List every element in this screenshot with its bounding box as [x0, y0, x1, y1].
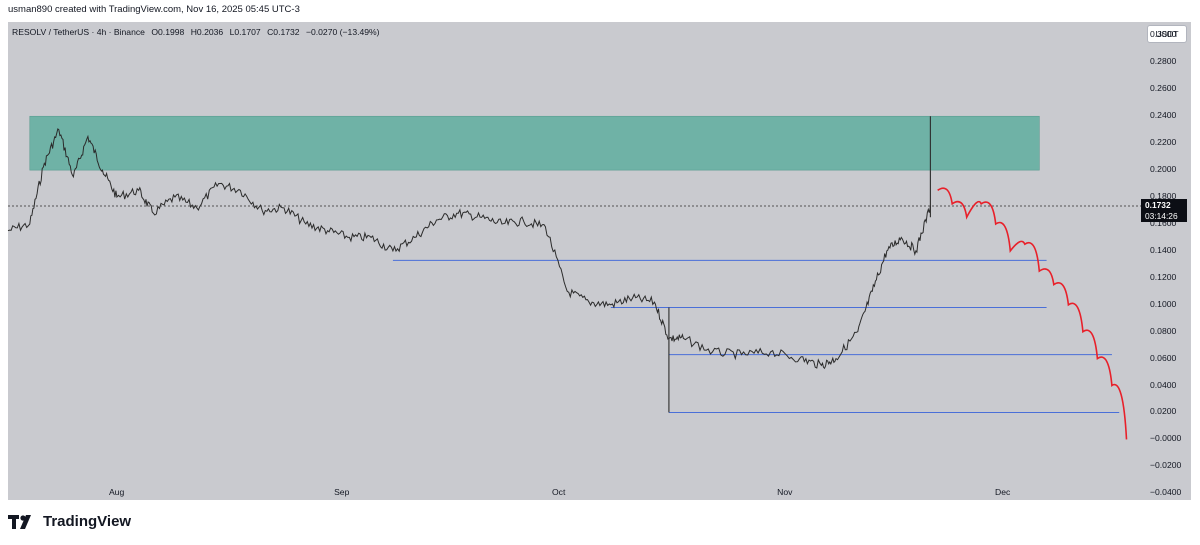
- support-levels-layer: [392, 259, 1120, 413]
- time-tick-3: Nov: [777, 487, 793, 497]
- price-tick-17: −0.0400: [1150, 487, 1182, 498]
- price-tick-1: 0.2800: [1150, 56, 1177, 67]
- price-tick-13: 0.0400: [1150, 379, 1177, 390]
- price-tick-9: 0.1200: [1150, 271, 1177, 282]
- supply-zone-layer: [29, 115, 1040, 171]
- last-price-label: 0.1732 03:14:26: [1141, 199, 1187, 222]
- symbol-label[interactable]: RESOLV / TetherUS · 4h · Binance: [12, 27, 145, 37]
- price-tick-2: 0.2600: [1150, 83, 1177, 94]
- last-price-value: 0.1732: [1145, 200, 1171, 210]
- open-value: O0.1998: [151, 27, 185, 37]
- high-value: H0.2036: [190, 27, 224, 37]
- price-tick-12: 0.0600: [1150, 352, 1177, 363]
- change-value: −0.0270 (−13.49%): [305, 27, 380, 37]
- ohlc-legend: RESOLV / TetherUS · 4h · Binance O0.1998…: [12, 27, 384, 37]
- brand-name: TradingView: [43, 513, 132, 530]
- low-value: L0.1707: [229, 27, 261, 37]
- close-value: C0.1732: [267, 27, 300, 37]
- tradingview-logo-icon: [8, 514, 31, 529]
- price-tick-5: 0.2000: [1150, 164, 1177, 175]
- bar-countdown: 03:14:26: [1145, 211, 1178, 221]
- price-tick-14: 0.0200: [1150, 406, 1177, 417]
- time-tick-2: Oct: [551, 487, 566, 497]
- price-tick-0: 0.3000: [1150, 29, 1177, 40]
- price-tick-7: 0.1600: [1150, 217, 1177, 228]
- price-tick-15: −0.0000: [1150, 433, 1182, 444]
- price-tick-3: 0.2400: [1150, 110, 1177, 121]
- price-series-layer: [7, 116, 931, 413]
- projection-layer: [937, 187, 1128, 440]
- price-tick-10: 0.1000: [1150, 298, 1177, 309]
- time-tick-0: Aug: [108, 487, 125, 497]
- supply-zone-0: [29, 115, 1040, 171]
- price-tick-8: 0.1400: [1150, 244, 1177, 255]
- quote-currency-button[interactable]: USDT: [1147, 25, 1187, 43]
- time-tick-4: Dec: [995, 487, 1011, 497]
- price-tick-16: −0.0200: [1150, 460, 1182, 471]
- price-tick-4: 0.2200: [1150, 137, 1177, 148]
- price-series-line: [7, 128, 931, 370]
- tradingview-brand[interactable]: TradingView: [8, 513, 131, 530]
- projection-path: [937, 187, 1128, 440]
- price-tick-6: 0.1800: [1150, 191, 1177, 202]
- chart-credit: usman890 created with TradingView.com, N…: [8, 4, 300, 15]
- price-tick-11: 0.0800: [1150, 325, 1177, 336]
- time-tick-1: Sep: [334, 487, 350, 497]
- chart-area[interactable]: [8, 22, 1191, 500]
